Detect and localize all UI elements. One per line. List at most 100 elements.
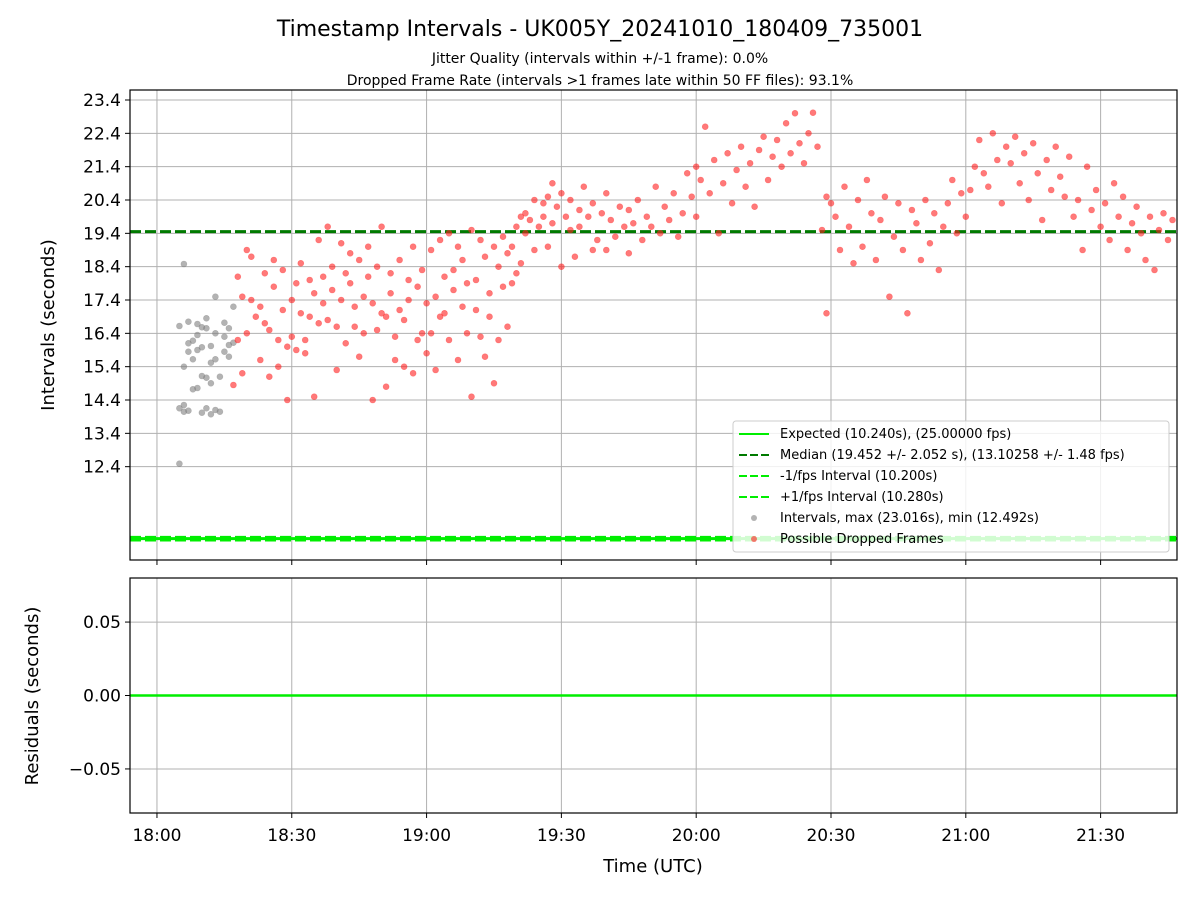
intervals-plot-frame bbox=[129, 89, 1178, 561]
chart-title: Timestamp Intervals - UK005Y_20241010_18… bbox=[276, 17, 923, 42]
x-tick-label: 19:30 bbox=[537, 826, 586, 846]
dropped-frame-point bbox=[984, 183, 992, 190]
dropped-frame-point bbox=[580, 183, 588, 190]
dropped-frame-point bbox=[1101, 200, 1109, 207]
dropped-frame-point bbox=[427, 246, 435, 254]
dropped-frame-point bbox=[301, 336, 309, 344]
dropped-frame-point bbox=[337, 240, 345, 247]
interval-point bbox=[207, 410, 215, 418]
dropped-frame-point bbox=[769, 153, 776, 160]
dropped-frame-point bbox=[1016, 180, 1024, 187]
dropped-frame-point bbox=[508, 243, 516, 250]
dropped-frame-point bbox=[1074, 196, 1082, 204]
dropped-frame-point bbox=[647, 223, 655, 230]
interval-point bbox=[203, 314, 210, 322]
interval-point bbox=[203, 374, 210, 382]
interval-point bbox=[207, 342, 215, 350]
dropped-frame-point bbox=[504, 323, 511, 331]
dropped-frame-point bbox=[459, 303, 466, 311]
dropped-frame-point bbox=[261, 319, 269, 327]
dropped-frame-point bbox=[989, 130, 997, 137]
residuals-y-tick-label: 0.05 bbox=[83, 613, 121, 633]
intervals-y-tick-label: 13.4 bbox=[83, 424, 121, 444]
dropped-frame-point bbox=[355, 256, 363, 264]
dropped-frame-point bbox=[477, 333, 484, 341]
dropped-frame-point bbox=[796, 140, 803, 147]
dropped-frame-point bbox=[1083, 163, 1091, 170]
dropped-frame-point bbox=[324, 316, 332, 324]
dropped-frame-point bbox=[809, 109, 817, 116]
dropped-frame-point bbox=[881, 193, 889, 200]
dropped-frame-point bbox=[463, 329, 471, 337]
interval-point bbox=[221, 319, 228, 327]
dropped-frame-point bbox=[436, 313, 444, 321]
dropped-frame-point bbox=[405, 296, 412, 304]
dropped-frame-point bbox=[265, 373, 273, 381]
residuals-y-tick-label: −0.05 bbox=[69, 760, 121, 780]
dropped-frame-point bbox=[679, 210, 687, 217]
dropped-frame-point bbox=[1128, 220, 1136, 227]
dropped-frame-point bbox=[513, 269, 520, 277]
dropped-frame-point bbox=[387, 269, 394, 277]
dropped-frame-point bbox=[966, 186, 974, 194]
dropped-frame-point bbox=[697, 176, 705, 184]
dropped-frame-point bbox=[823, 309, 830, 317]
dropped-frame-point bbox=[823, 193, 830, 200]
dropped-frame-point bbox=[814, 143, 821, 150]
dropped-frame-point bbox=[391, 356, 399, 364]
interval-point bbox=[185, 339, 192, 347]
dropped-frame-point bbox=[261, 269, 269, 277]
dropped-frame-point bbox=[256, 303, 264, 311]
dropped-frame-point bbox=[508, 279, 516, 287]
legend-minus-fps-label: -1/fps Interval (10.200s) bbox=[780, 469, 937, 484]
dropped-frame-point bbox=[481, 353, 489, 361]
dropped-frame-point bbox=[274, 363, 282, 371]
dropped-frame-point bbox=[998, 200, 1006, 207]
dropped-frame-point bbox=[746, 160, 754, 167]
x-tick-label: 21:00 bbox=[941, 826, 990, 846]
dropped-frame-point bbox=[850, 259, 857, 267]
dropped-frame-point bbox=[1065, 153, 1073, 160]
dropped-frame-point bbox=[265, 326, 273, 334]
interval-point bbox=[189, 355, 197, 363]
residuals-axes: 0.05 0.00 −0.05 18:00 18:30 19:00 19:30 20:00 2… bbox=[22, 577, 1178, 877]
interval-point bbox=[207, 379, 215, 387]
dropped-frame-point bbox=[935, 266, 943, 274]
dropped-frame-point bbox=[409, 243, 417, 250]
dropped-frame-point bbox=[436, 236, 444, 244]
interval-point bbox=[194, 320, 201, 328]
dropped-frame-point bbox=[567, 196, 574, 204]
dropped-frame-point bbox=[315, 236, 323, 244]
dropped-frame-point bbox=[531, 246, 538, 254]
x-tick-label: 18:30 bbox=[267, 826, 316, 846]
dropped-frame-point bbox=[495, 263, 502, 271]
interval-point bbox=[198, 409, 206, 417]
dropped-frame-point bbox=[1092, 186, 1100, 194]
dropped-frame-point bbox=[400, 316, 408, 324]
dropped-frame-point bbox=[270, 256, 278, 264]
dropped-frame-point bbox=[445, 336, 453, 344]
dropped-frame-point bbox=[688, 193, 696, 200]
dropped-frame-point bbox=[1007, 160, 1015, 167]
dropped-frame-point bbox=[499, 233, 507, 240]
dropped-frame-point bbox=[248, 296, 255, 304]
dropped-frame-point bbox=[297, 259, 305, 267]
interval-point bbox=[194, 346, 201, 354]
dropped-frame-point bbox=[481, 253, 489, 261]
dropped-frame-point bbox=[414, 283, 421, 291]
dropped-frame-point bbox=[310, 393, 318, 401]
dropped-frame-point bbox=[234, 273, 242, 281]
x-tick-label: 18:00 bbox=[132, 826, 181, 846]
legend-intervals-marker bbox=[751, 515, 757, 521]
dropped-frame-point bbox=[283, 396, 291, 404]
dropped-frame-point bbox=[800, 160, 808, 167]
dropped-frame-point bbox=[310, 289, 318, 297]
dropped-frame-point bbox=[643, 213, 651, 220]
dropped-frame-point bbox=[957, 190, 965, 197]
dropped-frame-point bbox=[562, 213, 570, 220]
dropped-frame-point bbox=[818, 226, 826, 234]
interval-point bbox=[212, 293, 219, 301]
dropped-frame-point bbox=[423, 349, 430, 357]
dropped-frame-point bbox=[544, 243, 552, 250]
dropped-frame-point bbox=[243, 246, 251, 254]
